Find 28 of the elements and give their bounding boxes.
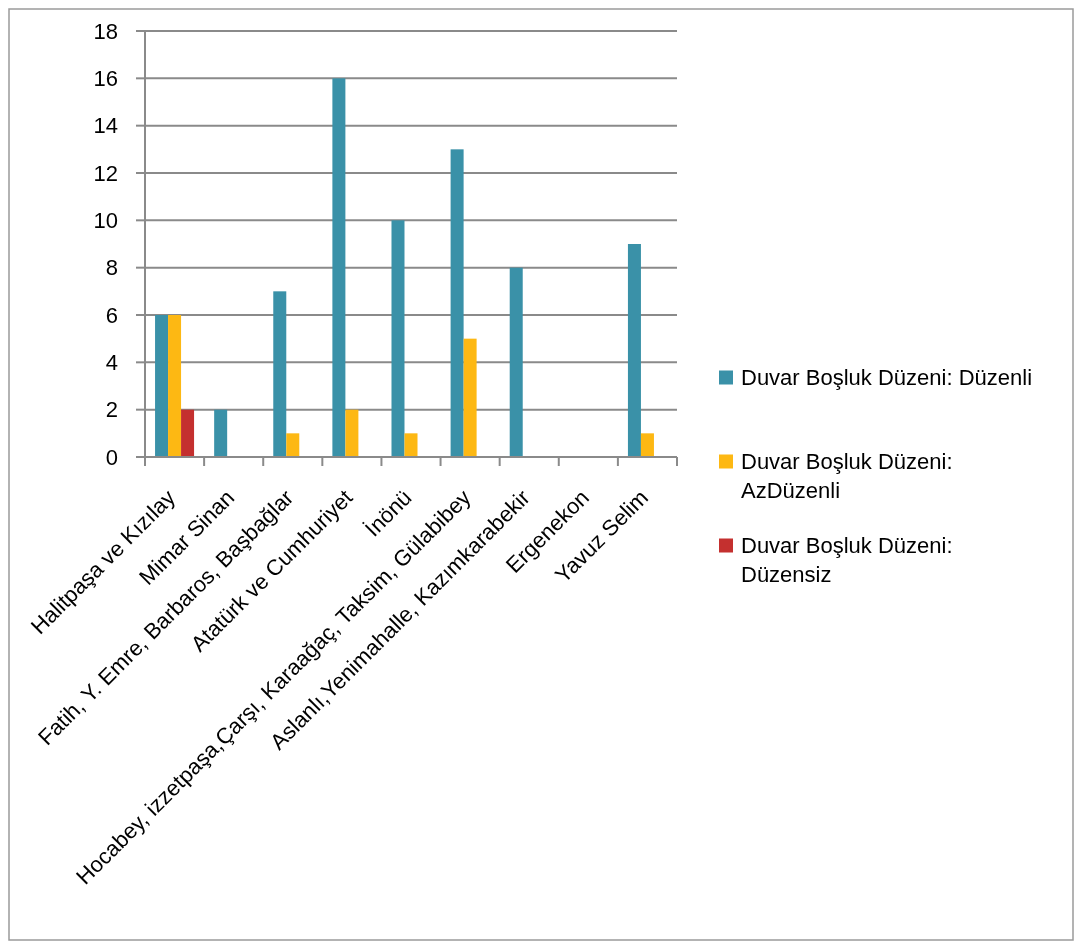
y-tick-label: 12 (93, 160, 118, 186)
y-tick-label: 2 (105, 397, 118, 423)
y-tick-label: 10 (93, 208, 118, 234)
bar (509, 267, 523, 457)
bar (155, 315, 169, 457)
y-tick-label: 6 (105, 302, 118, 328)
bar (332, 78, 346, 457)
bar (450, 149, 464, 457)
bar (273, 291, 287, 457)
legend-label: Duvar Boşluk Düzeni: Düzensiz (741, 533, 953, 588)
legend-label: Duvar Boşluk Düzeni: Düzenli (741, 365, 1033, 391)
y-tick-label: 16 (93, 66, 118, 92)
bar (168, 315, 182, 457)
y-tick-label: 4 (105, 350, 118, 376)
bar (640, 433, 654, 457)
bar (286, 433, 300, 457)
y-tick-label: 14 (93, 113, 118, 139)
y-tick-label: 8 (105, 255, 118, 281)
y-tick-label: 18 (93, 18, 118, 44)
bar (345, 409, 359, 457)
bar (627, 244, 641, 457)
bar (214, 409, 228, 457)
y-tick-label: 0 (105, 444, 118, 470)
bar (181, 409, 195, 457)
bar (404, 433, 418, 457)
bar (391, 220, 405, 457)
legend-label: Duvar Boşluk Düzeni: AzDüzenli (741, 449, 953, 504)
bar (463, 338, 477, 457)
